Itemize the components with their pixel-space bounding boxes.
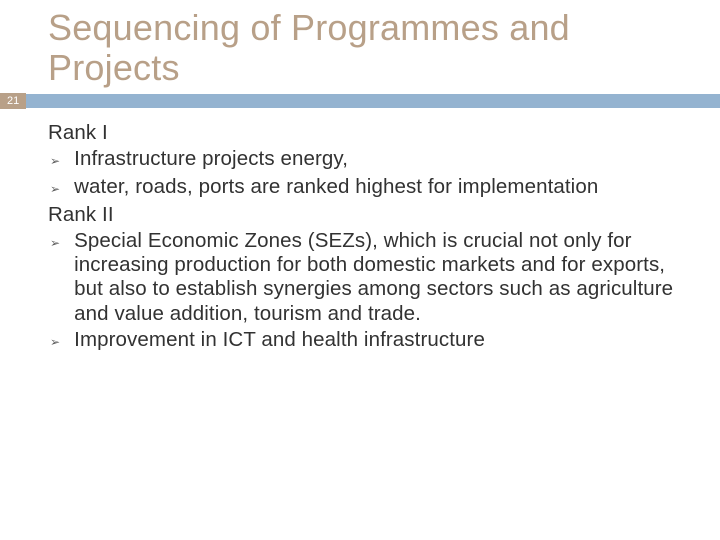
content-area: Rank I ➢ Infrastructure projects energy,…	[0, 109, 720, 354]
bullet-item: ➢ Infrastructure projects energy,	[48, 147, 696, 173]
title-block: Sequencing of Programmes and Projects	[0, 8, 720, 89]
triangle-bullet-icon: ➢	[48, 328, 74, 354]
page-number-badge: 21	[0, 93, 26, 109]
bullet-text: Special Economic Zones (SEZs), which is …	[74, 229, 696, 326]
bullet-item: ➢ water, roads, ports are ranked highest…	[48, 175, 696, 201]
rank-2-label: Rank II	[48, 203, 696, 227]
accent-bar	[26, 94, 720, 108]
bullet-item: ➢ Special Economic Zones (SEZs), which i…	[48, 229, 696, 326]
triangle-bullet-icon: ➢	[48, 147, 74, 173]
triangle-bullet-icon: ➢	[48, 229, 74, 255]
bullet-text: Improvement in ICT and health infrastruc…	[74, 328, 696, 352]
page-number-row: 21	[0, 93, 720, 109]
bullet-text: water, roads, ports are ranked highest f…	[74, 175, 696, 199]
triangle-bullet-icon: ➢	[48, 175, 74, 201]
rank-1-label: Rank I	[48, 121, 696, 145]
bullet-item: ➢ Improvement in ICT and health infrastr…	[48, 328, 696, 354]
slide: Sequencing of Programmes and Projects 21…	[0, 0, 720, 540]
bullet-text: Infrastructure projects energy,	[74, 147, 696, 171]
slide-title: Sequencing of Programmes and Projects	[48, 8, 696, 89]
